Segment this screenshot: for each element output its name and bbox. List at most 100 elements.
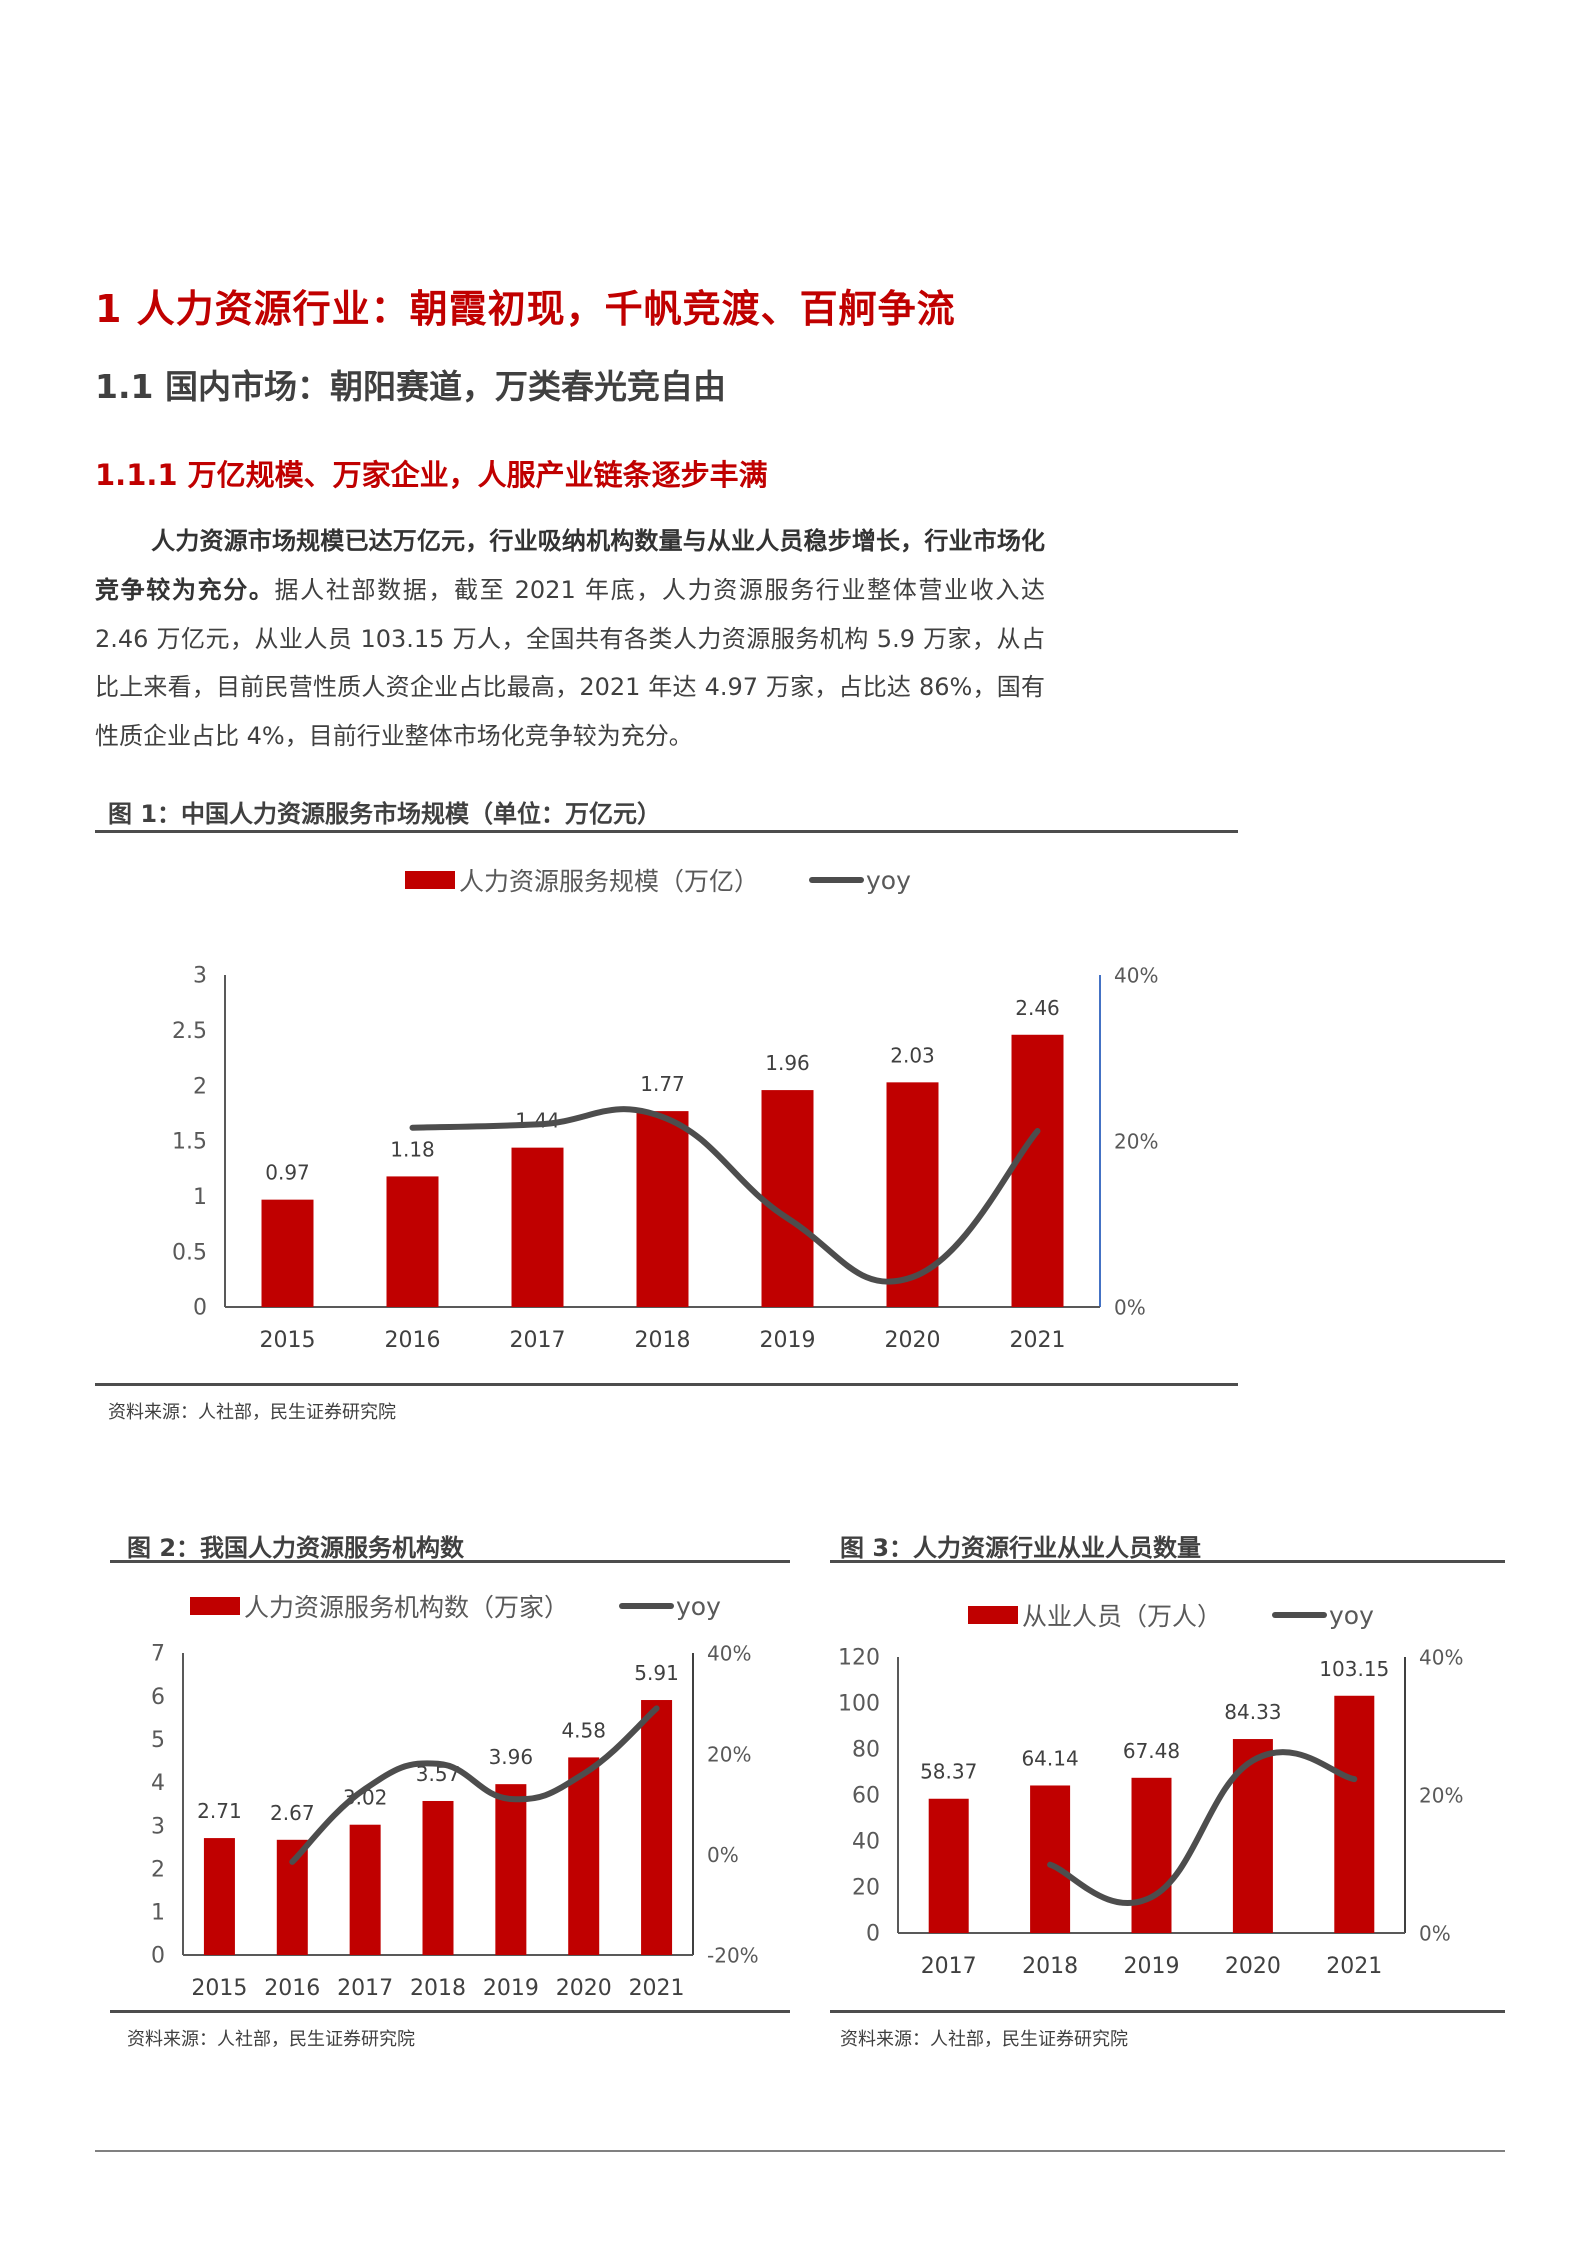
bar	[1334, 1695, 1375, 1933]
legend-line-label: yoy	[1329, 1600, 1374, 1630]
y2-axis-tick: 20%	[1114, 1130, 1158, 1154]
y-axis-tick: 7	[151, 1642, 165, 1667]
figure-3-legend: 从业人员（万人） yoy	[968, 1597, 1374, 1633]
figure-1-legend: 人力资源服务规模（万亿） yoy	[405, 862, 911, 898]
bar	[928, 1798, 969, 1933]
section-heading-1-1: 1.1 国内市场：朝阳赛道，万类春光竞自由	[95, 367, 726, 406]
y-axis-tick: 5	[151, 1728, 165, 1753]
x-axis-tick: 2021	[1326, 1954, 1382, 1979]
yoy-line	[409, 1106, 1041, 1285]
figure-1-chart: 00.511.522.530%20%40%0.9720151.1820161.4…	[172, 964, 1158, 1353]
x-axis-tick: 2021	[1010, 1328, 1066, 1353]
x-axis-tick: 2021	[629, 1976, 685, 2001]
y-axis-tick: 2	[193, 1074, 207, 1099]
figure-2-title: 图 2：我国人力资源服务机构数	[127, 1534, 465, 1562]
y2-axis-tick: 0%	[1419, 1922, 1451, 1946]
figure-2-bottom-rule	[110, 2010, 790, 2013]
y2-axis-tick: -20%	[707, 1944, 759, 1968]
line-legend-swatch	[809, 877, 865, 883]
figure-3-title: 图 3：人力资源行业从业人员数量	[840, 1534, 1202, 1562]
y-axis-tick: 4	[151, 1771, 165, 1796]
x-axis-tick: 2016	[264, 1976, 320, 2001]
line-legend-swatch	[619, 1603, 675, 1609]
y-axis-tick: 40	[852, 1830, 880, 1855]
y-axis-tick: 60	[852, 1784, 880, 1809]
bar-value-label: 5.91	[634, 1661, 679, 1685]
body-paragraph: 人力资源市场规模已达万亿元，行业吸纳机构数量与从业人员稳步增长，行业市场化竞争较…	[95, 517, 1045, 761]
bar-value-label: 1.77	[640, 1072, 685, 1096]
figure-3-top-rule	[830, 1560, 1505, 1563]
y-axis-tick: 6	[151, 1685, 165, 1710]
page-footer-rule	[95, 2150, 1505, 2152]
section-heading-1-1-1: 1.1.1 万亿规模、万家企业，人服产业链条逐步丰满	[95, 458, 768, 492]
bar-value-label: 1.96	[765, 1051, 810, 1075]
y-axis-tick: 0.5	[172, 1240, 207, 1265]
line-legend-swatch	[1272, 1612, 1328, 1618]
bar	[641, 1700, 673, 1955]
bar	[203, 1838, 235, 1955]
bar-value-label: 2.67	[270, 1801, 315, 1825]
x-axis-tick: 2018	[635, 1328, 691, 1353]
legend-bar-label: 从业人员（万人）	[1022, 1602, 1223, 1631]
x-axis-tick: 2015	[191, 1976, 247, 2001]
y2-axis-tick: 40%	[707, 1642, 751, 1666]
x-axis-tick: 2018	[410, 1976, 466, 2001]
bar-value-label: 2.46	[1015, 996, 1060, 1020]
y-axis-tick: 1.5	[172, 1130, 207, 1155]
figure-3-bottom-rule	[830, 2010, 1505, 2013]
legend-bar-label: 人力资源服务规模（万亿）	[459, 867, 760, 896]
x-axis-tick: 2020	[556, 1976, 612, 2001]
legend-line-label: yoy	[866, 865, 911, 895]
figure-1-top-rule	[95, 830, 1238, 833]
bar	[1030, 1785, 1071, 1933]
bar	[511, 1147, 564, 1307]
y2-axis-tick: 40%	[1114, 964, 1158, 988]
y2-axis-tick: 40%	[1419, 1646, 1463, 1670]
y-axis-tick: 100	[838, 1692, 880, 1717]
y-axis-tick: 80	[852, 1738, 880, 1763]
bar	[761, 1090, 814, 1307]
bar	[422, 1800, 454, 1955]
yoy-line	[1047, 1749, 1358, 1907]
x-axis-tick: 2017	[510, 1328, 566, 1353]
bar-value-label: 64.14	[1021, 1746, 1078, 1770]
bar-value-label: 84.33	[1224, 1700, 1281, 1724]
body-text: 据人社部数据，截至 2021 年底，人力资源服务行业整体营业收入达 2.46 万…	[95, 575, 1045, 751]
bar	[495, 1784, 527, 1955]
bar	[261, 1199, 314, 1307]
bar-value-label: 4.58	[561, 1718, 606, 1742]
y-axis-tick: 2	[151, 1857, 165, 1882]
bar	[568, 1757, 600, 1955]
bar-value-label: 2.71	[197, 1799, 242, 1823]
y-axis-tick: 0	[151, 1944, 165, 1969]
y-axis-tick: 20	[852, 1876, 880, 1901]
y2-axis-tick: 20%	[707, 1742, 751, 1766]
bar-value-label: 1.18	[390, 1137, 435, 1161]
x-axis-tick: 2016	[385, 1328, 441, 1353]
y2-axis-tick: 20%	[1419, 1784, 1463, 1808]
figure-3-source: 资料来源：人社部，民生证券研究院	[840, 2029, 1128, 2050]
x-axis-tick: 2019	[1124, 1954, 1180, 1979]
bar-value-label: 103.15	[1319, 1657, 1389, 1681]
bar-legend-swatch	[968, 1606, 1018, 1624]
x-axis-tick: 2015	[260, 1328, 316, 1353]
figure-1-title: 图 1：中国人力资源服务市场规模（单位：万亿元）	[108, 800, 662, 828]
x-axis-tick: 2017	[337, 1976, 393, 2001]
bar-legend-swatch	[405, 871, 455, 889]
bar	[386, 1176, 439, 1307]
figure-3-chart: 0 20 40 60 80 100 120 0% 20% 40% 58.37 2017 64.14 201…	[838, 1646, 1463, 1979]
x-axis-tick: 2017	[921, 1954, 977, 1979]
body-bold-lead: 人力资源市场规模已达万亿元，行业吸纳机构数量与从业人员稳步增长，行业市场化竞争较…	[95, 527, 1045, 604]
legend-line-label: yoy	[676, 1591, 721, 1621]
bar-legend-swatch	[190, 1597, 240, 1615]
yoy-line	[289, 1705, 660, 1865]
y-axis-tick: 1	[193, 1185, 207, 1210]
y-axis-tick: 3	[151, 1814, 165, 1839]
y-axis-tick: 0	[193, 1296, 207, 1321]
figure-2-legend: 人力资源服务机构数（万家） yoy	[190, 1588, 721, 1624]
y-axis-tick: 3	[193, 964, 207, 989]
bar	[1011, 1034, 1064, 1307]
x-axis-tick: 2019	[760, 1328, 816, 1353]
figure-1-source: 资料来源：人社部，民生证券研究院	[108, 1402, 396, 1423]
y-axis-tick: 0	[866, 1922, 880, 1947]
